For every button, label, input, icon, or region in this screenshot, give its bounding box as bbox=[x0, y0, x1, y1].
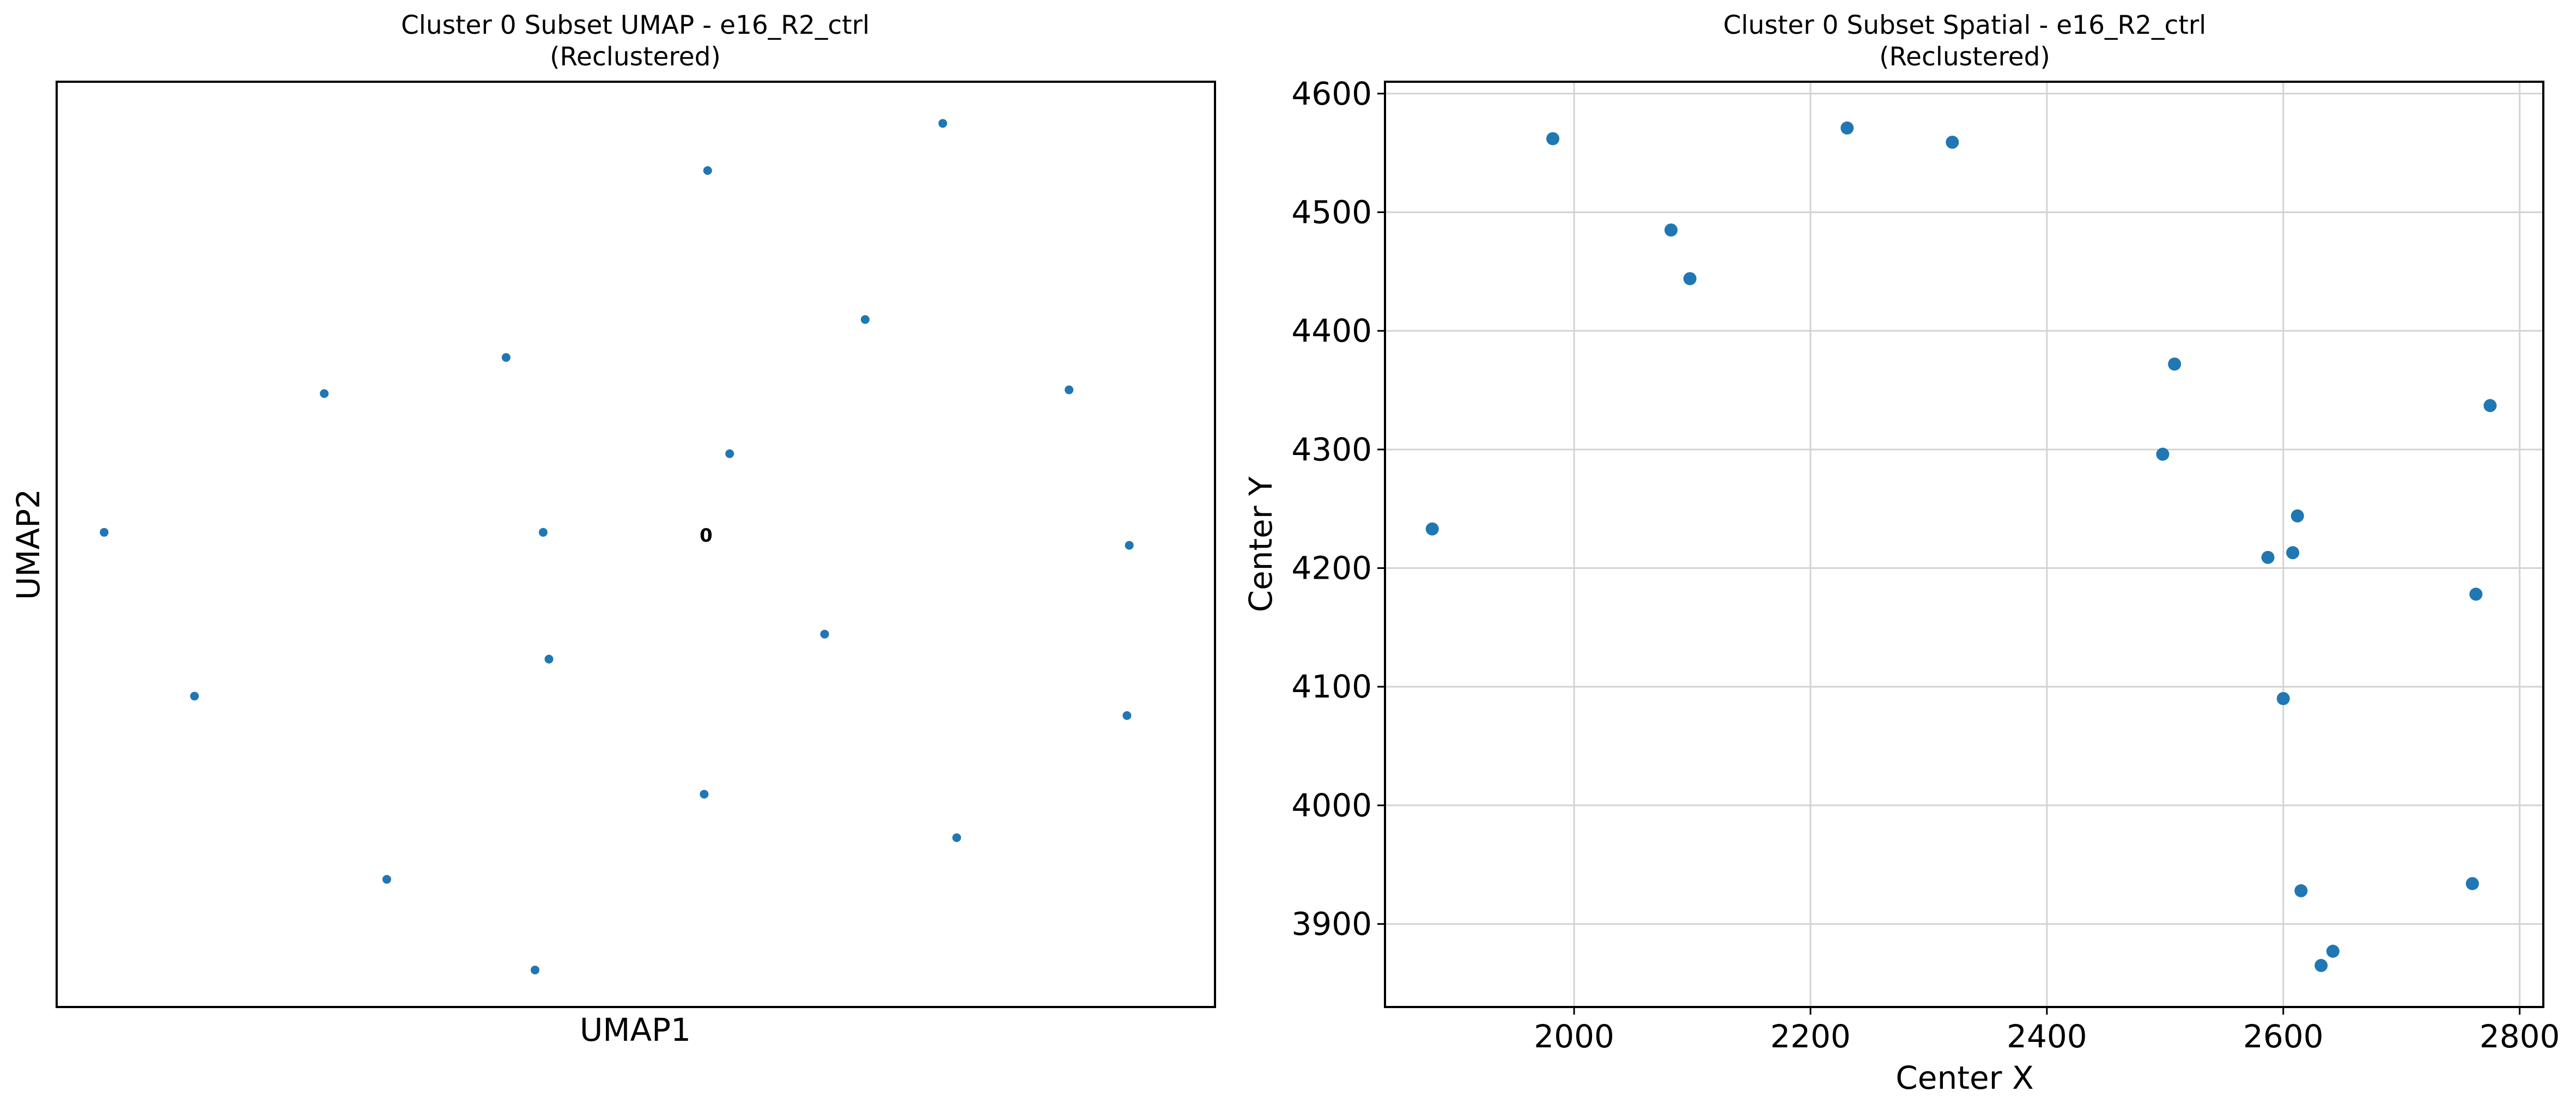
spatial-y-tick-label-3: 4200 bbox=[1291, 550, 1372, 587]
spatial-x-ticks: 2000 2200 2400 2600 2800 bbox=[1534, 1007, 2560, 1055]
umap-point-17 bbox=[531, 966, 540, 975]
spatial-point-8 bbox=[1425, 522, 1439, 536]
umap-point-0 bbox=[938, 119, 947, 128]
umap-point-6 bbox=[725, 449, 734, 458]
umap-point-9 bbox=[1125, 541, 1134, 550]
spatial-title: Cluster 0 Subset Spatial - e16_R2_ctrl bbox=[1723, 10, 2206, 40]
spatial-panel: Cluster 0 Subset Spatial - e16_R2_ctrl (… bbox=[1242, 10, 2560, 1096]
spatial-point-12 bbox=[2469, 587, 2483, 601]
umap-point-12 bbox=[190, 692, 199, 701]
spatial-x-tick-label-1: 2200 bbox=[1770, 1018, 1851, 1055]
spatial-x-tick-label-0: 2000 bbox=[1534, 1018, 1614, 1055]
umap-point-10 bbox=[820, 629, 829, 639]
spatial-point-11 bbox=[2286, 546, 2300, 560]
umap-point-15 bbox=[952, 833, 961, 842]
spatial-y-tick-label-0: 3900 bbox=[1291, 906, 1372, 943]
spatial-y-tick-label-2: 4100 bbox=[1291, 668, 1372, 705]
umap-point-1 bbox=[703, 166, 712, 175]
umap-point-2 bbox=[860, 315, 870, 324]
spatial-point-2 bbox=[1946, 136, 1959, 149]
spatial-axes-frame bbox=[1384, 81, 2544, 1008]
umap-point-5 bbox=[1065, 385, 1074, 395]
spatial-point-5 bbox=[2168, 357, 2182, 371]
spatial-x-tick-label-3: 2600 bbox=[2243, 1018, 2324, 1055]
umap-point-8 bbox=[538, 527, 548, 537]
spatial-x-axis-label: Center X bbox=[1895, 1059, 2033, 1096]
spatial-point-7 bbox=[2483, 399, 2497, 413]
umap-panel: Cluster 0 Subset UMAP - e16_R2_ctrl (Rec… bbox=[10, 10, 1216, 1048]
umap-cluster-annotation: 0 bbox=[700, 525, 713, 547]
umap-points bbox=[100, 119, 1134, 975]
umap-point-7 bbox=[100, 527, 109, 537]
spatial-point-14 bbox=[2294, 884, 2308, 897]
umap-y-axis-label: UMAP2 bbox=[10, 489, 47, 600]
spatial-point-13 bbox=[2276, 692, 2290, 705]
umap-subtitle: (Reclustered) bbox=[550, 42, 721, 72]
umap-axes-frame bbox=[56, 81, 1216, 1008]
spatial-points bbox=[1425, 121, 2497, 972]
umap-point-16 bbox=[382, 875, 391, 884]
spatial-subtitle: (Reclustered) bbox=[1879, 42, 2050, 72]
spatial-y-tick-label-6: 4500 bbox=[1291, 193, 1372, 231]
spatial-point-17 bbox=[2314, 959, 2328, 972]
spatial-x-tick-label-2: 2400 bbox=[2007, 1018, 2087, 1055]
umap-point-14 bbox=[700, 790, 709, 799]
spatial-point-0 bbox=[1546, 132, 1560, 145]
umap-title: Cluster 0 Subset UMAP - e16_R2_ctrl bbox=[401, 10, 870, 40]
spatial-y-tick-label-4: 4300 bbox=[1291, 431, 1372, 468]
spatial-y-tick-label-1: 4000 bbox=[1291, 787, 1372, 824]
spatial-point-10 bbox=[2261, 550, 2275, 564]
spatial-point-3 bbox=[1664, 223, 1678, 237]
spatial-point-4 bbox=[1683, 272, 1697, 286]
spatial-point-6 bbox=[2156, 447, 2170, 461]
umap-x-axis-label: UMAP1 bbox=[580, 1011, 691, 1048]
spatial-y-axis-label: Center Y bbox=[1242, 476, 1279, 612]
umap-point-13 bbox=[1122, 711, 1132, 720]
spatial-point-1 bbox=[1840, 121, 1854, 135]
spatial-point-9 bbox=[2291, 509, 2304, 523]
spatial-x-tick-label-4: 2800 bbox=[2480, 1018, 2560, 1055]
spatial-point-16 bbox=[2326, 944, 2340, 958]
umap-point-3 bbox=[501, 353, 511, 362]
spatial-y-tick-label-7: 4600 bbox=[1291, 75, 1372, 112]
spatial-y-ticks: 3900 4000 4100 4200 4300 4400 4500 4600 bbox=[1291, 75, 1385, 943]
spatial-point-15 bbox=[2465, 877, 2479, 890]
umap-point-11 bbox=[544, 654, 554, 664]
spatial-grid bbox=[1385, 82, 2543, 1007]
umap-point-4 bbox=[320, 389, 329, 398]
spatial-y-tick-label-5: 4400 bbox=[1291, 312, 1372, 349]
